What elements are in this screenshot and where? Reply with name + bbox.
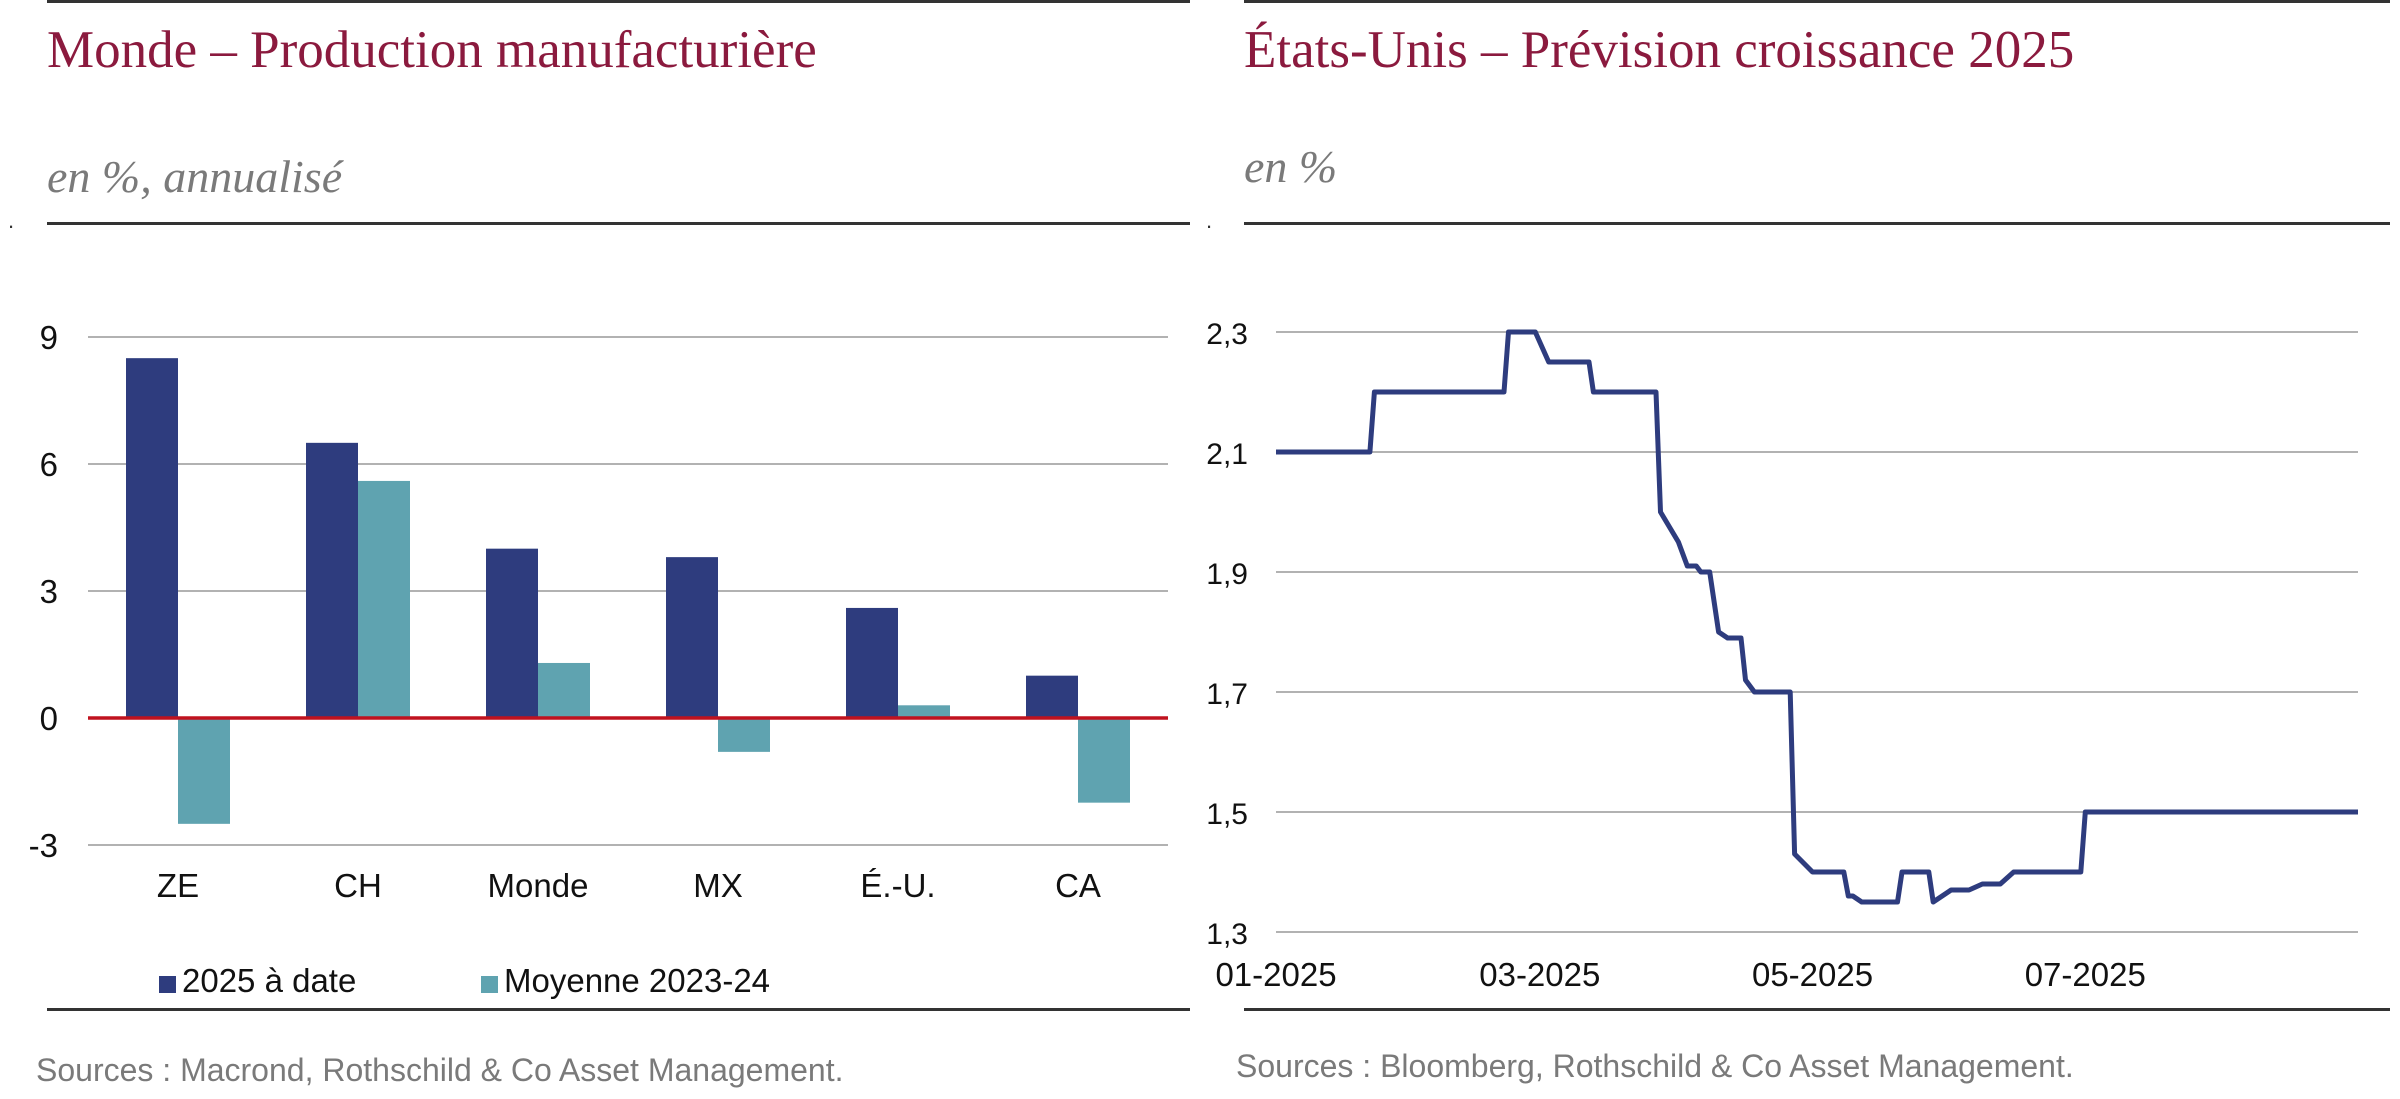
y-tick-label: 1,3 — [1206, 918, 1248, 951]
legend-swatch-2025 — [159, 976, 176, 993]
series-line — [1276, 329, 2358, 905]
marker-dot: . — [1206, 208, 1213, 233]
bar — [358, 480, 410, 718]
x-tick-label: CH — [334, 867, 382, 904]
bar — [1026, 675, 1078, 718]
bottom-rule — [47, 1008, 1190, 1011]
bar — [898, 705, 950, 718]
chart-title: États-Unis – Prévision croissance 2025 — [1244, 21, 2075, 79]
bar — [486, 548, 538, 718]
legend-label-2025: 2025 à date — [182, 962, 357, 999]
bar — [718, 718, 770, 752]
y-tick-label: 1,9 — [1206, 558, 1248, 591]
panel-us-growth-forecast: États-Unis – Prévision croissance 2025 e… — [1200, 0, 2400, 1099]
x-tick-label: ZE — [157, 867, 199, 904]
bar — [178, 718, 230, 824]
legend-label-moyenne: Moyenne 2023-24 — [504, 962, 771, 999]
y-tick-label: 0 — [40, 700, 58, 737]
y-tick-label: 1,5 — [1206, 798, 1248, 831]
source-note: Sources : Macrond, Rothschild & Co Asset… — [36, 1052, 844, 1088]
bar-chart: 9 6 3 0 -3 ZE CH Monde MX É.-U. CA — [29, 319, 1168, 904]
y-tick-label: -3 — [29, 827, 58, 864]
bar — [1078, 718, 1130, 803]
x-tick-label: CA — [1055, 867, 1101, 904]
y-tick-label: 9 — [40, 319, 58, 356]
x-tick-label: Monde — [488, 867, 589, 904]
bar — [666, 557, 718, 718]
bar — [538, 662, 590, 718]
subtitle-rule — [47, 222, 1190, 225]
x-tick-label: É.-U. — [860, 867, 935, 904]
subtitle-rule — [1244, 222, 2390, 225]
y-tick-label: 3 — [40, 573, 58, 610]
bar — [126, 358, 178, 718]
y-tick-label: 2,1 — [1206, 438, 1248, 471]
chart-title: Monde – Production manufacturière — [47, 21, 817, 79]
x-tick-label: 07-2025 — [2025, 956, 2146, 993]
bar — [846, 607, 898, 718]
x-tick-label: 03-2025 — [1479, 956, 1600, 993]
x-tick-label: MX — [693, 867, 743, 904]
top-rule — [1244, 0, 2390, 3]
bar — [306, 442, 358, 718]
marker-dot: . — [8, 208, 15, 233]
y-tick-label: 2,3 — [1206, 318, 1248, 351]
bottom-rule — [1244, 1008, 2390, 1011]
y-tick-label: 6 — [40, 446, 58, 483]
y-tick-label: 1,7 — [1206, 678, 1248, 711]
chart-subtitle: en %, annualisé — [47, 151, 343, 202]
top-rule — [47, 0, 1190, 3]
panel-manufacturing: Monde – Production manufacturière en %, … — [8, 0, 1190, 1088]
chart-subtitle: en % — [1244, 141, 1338, 192]
x-tick-label: 05-2025 — [1752, 956, 1873, 993]
legend-swatch-moyenne — [481, 976, 498, 993]
line-chart: 2,3 2,1 1,9 1,7 1,5 1,3 01-2025 03-2025 05-2025 0… — [1206, 318, 2358, 993]
source-note: Sources : Bloomberg, Rothschild & Co Ass… — [1236, 1048, 2074, 1084]
x-tick-label: 01-2025 — [1215, 956, 1336, 993]
